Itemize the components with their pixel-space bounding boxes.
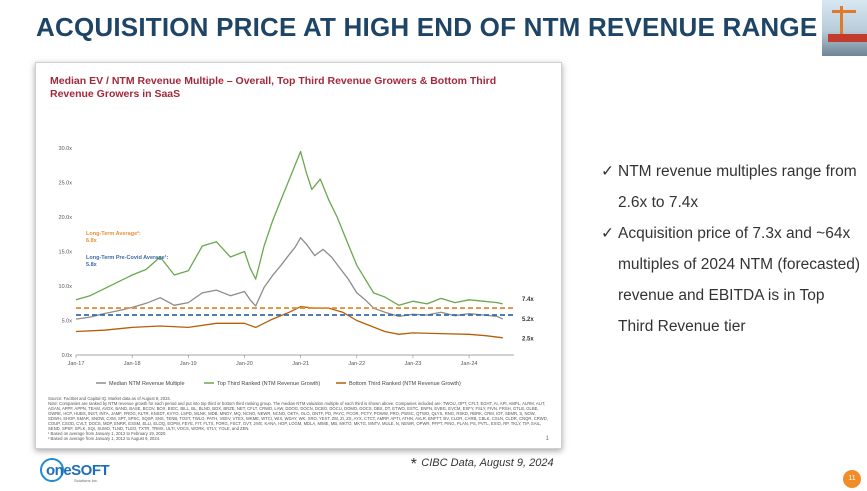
legend-label: Median NTM Revenue Multiple [109,381,185,387]
chart-page-marker: 1 [545,436,549,442]
chart-footnotes: Source: FactSet and Capital IQ. Market d… [48,396,548,444]
footnote-2: ² Based on average from January 1, 2012 … [48,436,161,441]
bullet-text: NTM revenue multiples range from 2.6x to… [618,163,857,211]
reference-value-label: 6.8x [86,238,98,244]
x-tick-label: Jan-21 [292,361,309,367]
x-tick-label: Jan-22 [348,361,365,367]
x-tick-label: Jan-17 [68,361,85,367]
logo-text: oneSOFT [46,462,110,479]
x-tick-label: Jan-20 [236,361,253,367]
page-title: ACQUISITION PRICE AT HIGH END OF NTM REV… [36,12,818,42]
chart-title: Median EV / NTM Revenue Multiple – Overa… [50,75,497,100]
end-value-label: 5.2x [522,317,534,323]
chart-legend: Median NTM Revenue Multiple Top Third Ran… [96,381,461,387]
source-note: * CIBC Data, August 9, 2024 [410,456,554,474]
bullet-item: ✓ Acquisition price of 7.3x and ~64x mul… [601,218,861,342]
y-tick-label: 25.0x [59,181,73,187]
chart-reference-lines: Long-Term Average²:6.8x Long-Term Pre-Cov… [76,230,514,316]
x-tick-label: Jan-23 [405,361,422,367]
footnote-1: ¹ Based on average from January 1, 2012 … [48,431,167,436]
bullet-text: Acquisition price of 7.3x and ~64x multi… [618,225,861,335]
end-value-label: 7.4x [522,297,534,303]
y-tick-label: 15.0x [59,250,73,256]
x-tick-label: Jan-24 [461,361,478,367]
series-line [75,306,503,339]
y-tick-label: 30.0x [59,146,73,152]
reference-label: Long-Term Pre-Covid Average¹: [86,254,168,261]
footnote-note: Note: Companies are ranked by NTM revenu… [48,401,548,431]
series-line [75,150,503,306]
chart-svg: 0.0x 5.0x 10.0x 15.0x 20.0x 25.0x 30.0x Jan-17 J… [59,146,535,387]
x-tick-label: Jan-18 [124,361,141,367]
chart-axes: 0.0x 5.0x 10.0x 15.0x 20.0x 25.0x 30.0x Jan-17 J… [59,146,514,367]
ship-photo [822,0,867,56]
page-number-badge: 11 [843,470,861,488]
chart-series: 7.4x 5.2x 2.5x [75,150,534,342]
x-tick-label: Jan-19 [180,361,197,367]
y-tick-label: 0.0x [62,353,73,359]
series-line [75,237,504,320]
reference-label: Long-Term Average²: [86,230,141,237]
chart-card: Median EV / NTM Revenue Multiple – Overa… [35,62,562,449]
end-value-label: 2.5x [522,336,534,342]
logo-ring-icon [40,458,64,482]
company-logo: oneSOFT Solutions Inc. [40,458,120,484]
check-icon: ✓ [601,225,614,242]
source-text: CIBC Data, August 9, 2024 [421,457,554,469]
logo-subtext: Solutions Inc. [74,478,99,483]
legend-label: Top Third Ranked (NTM Revenue Growth) [217,381,320,387]
legend-label: Bottom Third Ranked (NTM Revenue Growth) [349,381,461,387]
bullet-list: ✓ NTM revenue multiples range from 2.6x … [601,156,861,342]
y-tick-label: 10.0x [59,284,73,290]
footnote-source: Source: FactSet and Capital IQ. Market d… [48,396,171,401]
asterisk-icon: * [410,456,417,473]
bullet-item: ✓ NTM revenue multiples range from 2.6x … [601,156,861,218]
y-tick-label: 20.0x [59,215,73,221]
reference-value-label: 5.8x [86,262,98,268]
y-tick-label: 5.0x [62,319,73,325]
check-icon: ✓ [601,163,614,180]
